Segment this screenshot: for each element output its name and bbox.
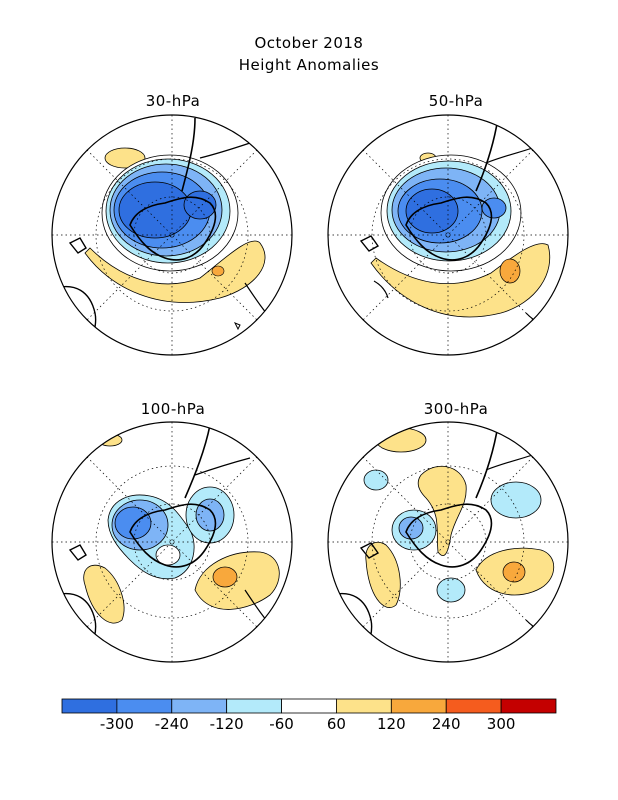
- panel-label-30hpa: 30-hPa: [145, 92, 201, 110]
- colorbar-tick-label: 120: [377, 715, 406, 733]
- colorbar-box: [61, 698, 118, 714]
- polar-map-100hpa: [51, 421, 293, 663]
- colorbar-tick-label: -120: [210, 715, 244, 733]
- colorbar-tick-label: -60: [269, 715, 294, 733]
- map-title: October 2018: [254, 34, 364, 52]
- colorbar-box: [390, 698, 447, 714]
- polar-map-30hpa: [51, 114, 293, 356]
- panel-label-100hpa: 100-hPa: [140, 400, 206, 418]
- panel-label-50hpa: 50-hPa: [428, 92, 484, 110]
- colorbar-tick-label: 300: [487, 715, 516, 733]
- colorbar-box: [171, 698, 228, 714]
- map-subtitle: Height Anomalies: [238, 56, 380, 74]
- colorbar-box: [445, 698, 502, 714]
- panel-label-300hpa: 300-hPa: [423, 400, 489, 418]
- colorbar-box: [500, 698, 557, 714]
- colorbar-tick-label: 60: [327, 715, 346, 733]
- colorbar-tick-label: 240: [432, 715, 461, 733]
- polar-map-300hpa: [327, 421, 569, 663]
- colorbar-tick-label: -240: [155, 715, 189, 733]
- colorbar-box: [226, 698, 282, 714]
- colorbar-box: [116, 698, 173, 714]
- colorbar-tick-label: -300: [100, 715, 134, 733]
- polar-map-50hpa: [327, 114, 569, 356]
- colorbar-box: [281, 698, 337, 714]
- colorbar-box: [336, 698, 392, 714]
